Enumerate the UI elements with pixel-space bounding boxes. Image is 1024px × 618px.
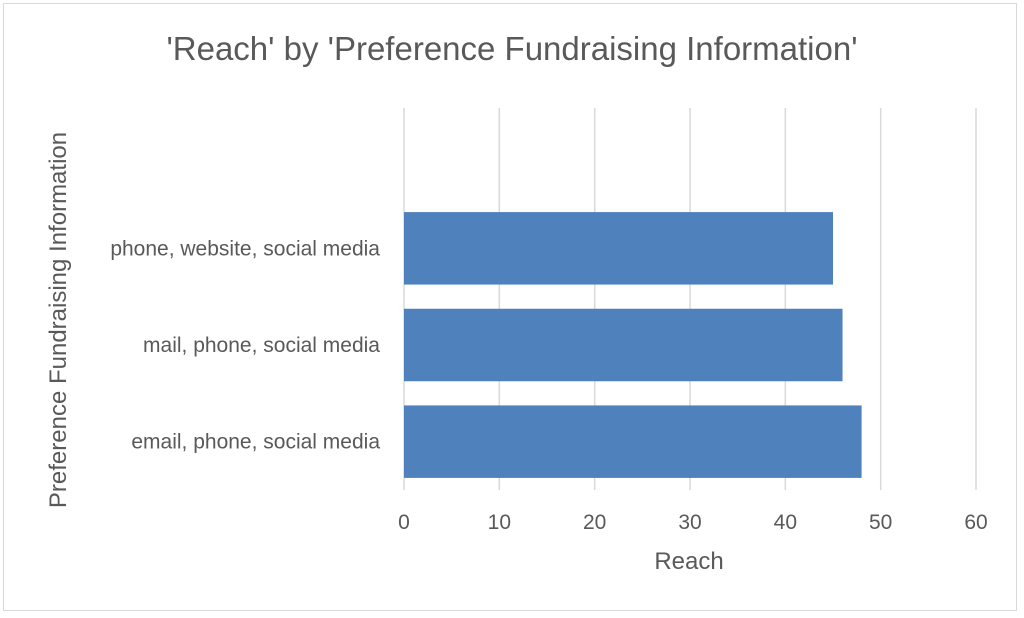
bar	[404, 308, 843, 382]
bars	[404, 212, 862, 478]
x-tick-label: 60	[964, 511, 987, 534]
bar	[404, 212, 833, 285]
x-tick-label: 20	[583, 511, 606, 534]
x-tick-label: 50	[869, 511, 892, 534]
x-tick-label: 30	[678, 511, 701, 534]
x-tick-label: 0	[398, 511, 410, 534]
bar	[404, 405, 862, 478]
x-axis-title: Reach	[654, 548, 723, 575]
category-label: mail, phone, social media	[143, 334, 380, 357]
x-tick-label: 40	[774, 511, 797, 534]
y-axis-title: Preference Fundraising Information	[45, 132, 72, 508]
chart-title: 'Reach' by 'Preference Fundraising Infor…	[166, 30, 857, 67]
x-tick-labels: 0 10 20 30 40 50 60	[398, 511, 988, 534]
category-labels: phone, website, social media mail, phone,…	[110, 237, 380, 453]
category-label: email, phone, social media	[131, 431, 380, 454]
category-label: phone, website, social media	[110, 237, 380, 260]
x-tick-label: 10	[488, 511, 511, 534]
chart-frame	[3, 3, 1017, 611]
